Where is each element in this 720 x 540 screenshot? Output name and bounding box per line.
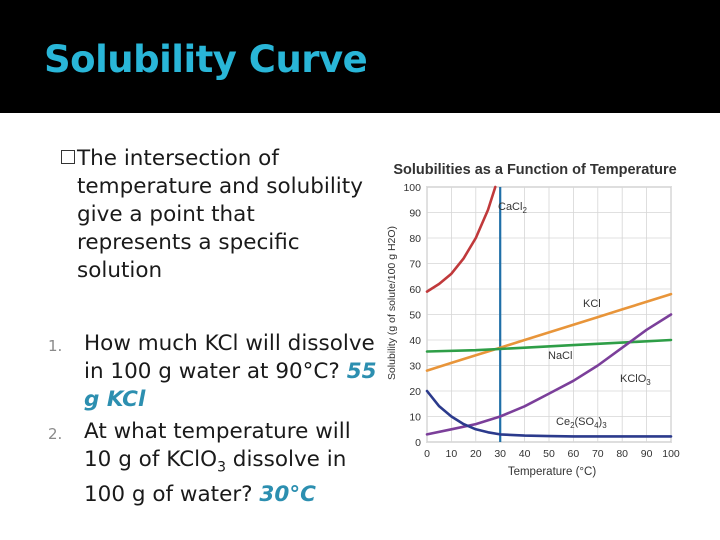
solubility-chart: Solubilities as a Function of Temperatur…: [380, 155, 690, 485]
x-tick-label: 60: [568, 448, 580, 460]
y-tick-label: 80: [409, 233, 421, 245]
y-tick-label: 10: [409, 412, 421, 424]
series-line-ce2-so4-3: [425, 389, 673, 438]
slide-title: Solubility Curve: [44, 38, 368, 81]
question-2-answer: 30°C: [259, 482, 316, 508]
series-label-nacl: NaCl: [548, 350, 572, 362]
x-tick-label: 10: [446, 448, 458, 460]
question-number-1: 1.: [48, 337, 63, 355]
question-2: At what temperature will 10 g of KClO3 d…: [84, 418, 384, 509]
x-tick-label: 40: [519, 448, 531, 460]
x-tick-label: 90: [641, 448, 653, 460]
x-tick-label: 100: [662, 448, 680, 460]
x-tick-label: 80: [616, 448, 628, 460]
x-axis-label: Temperature (°C): [508, 466, 596, 478]
series-label-kclo3: KClO3: [620, 373, 651, 387]
series-label-kcl: KCl: [583, 298, 601, 310]
x-tick-label: 20: [470, 448, 482, 460]
question-1: How much KCl will dissolve in 100 g wate…: [84, 330, 384, 414]
intro-paragraph: The intersection of temperature and solu…: [77, 146, 363, 283]
y-tick-label: 90: [409, 208, 421, 220]
series-line-kcl: [425, 292, 673, 372]
question-2-text-after: dissolve in 100 g of water?: [84, 447, 347, 508]
x-tick-label: 30: [494, 448, 506, 460]
y-tick-label: 100: [403, 182, 421, 194]
question-2-subscript: 3: [217, 459, 226, 476]
question-1-text: How much KCl will dissolve in 100 g wate…: [84, 331, 375, 384]
y-tick-label: 40: [409, 335, 421, 347]
series-line-cacl2: [425, 185, 497, 293]
y-axis-label: Solubility (g of solute/100 g H2O): [386, 226, 398, 380]
x-tick-label: 0: [424, 448, 430, 460]
y-tick-label: 60: [409, 284, 421, 296]
question-number-2: 2.: [48, 425, 63, 443]
y-tick-label: 0: [415, 437, 421, 449]
y-tick-label: 30: [409, 361, 421, 373]
y-tick-label: 50: [409, 310, 421, 322]
y-tick-label: 20: [409, 386, 421, 398]
x-tick-label: 50: [543, 448, 555, 460]
series-label-cacl2: CaCl2: [498, 201, 527, 215]
solubility-chart-svg: Solubilities as a Function of Temperatur…: [386, 162, 680, 478]
question-1-answer: 55 g KCl: [84, 359, 377, 412]
y-tick-label: 70: [409, 259, 421, 271]
question-2-text-before: At what temperature will 10 g of KClO: [84, 419, 351, 472]
series-label-ce2-so4-3: Ce2(SO4)3: [556, 416, 607, 430]
x-tick-label: 70: [592, 448, 604, 460]
bullet-square-icon: [61, 150, 75, 164]
title-bar: Solubility Curve: [0, 0, 720, 113]
chart-title: Solubilities as a Function of Temperatur…: [393, 162, 676, 178]
